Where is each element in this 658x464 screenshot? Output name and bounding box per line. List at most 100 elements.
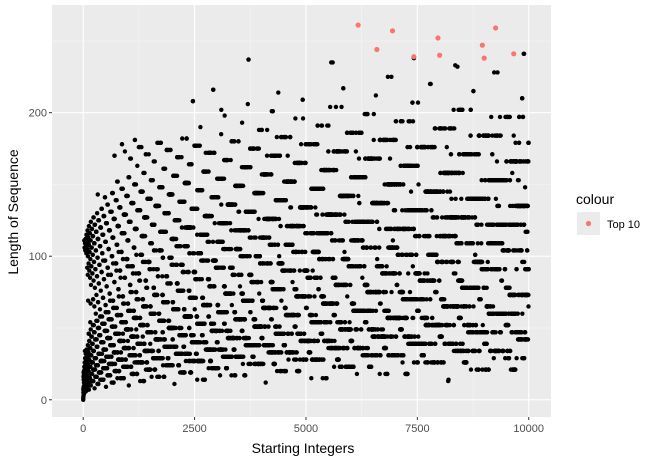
data-point bbox=[248, 361, 253, 367]
data-point bbox=[198, 251, 204, 256]
data-point bbox=[195, 377, 200, 382]
data-point bbox=[91, 259, 97, 265]
data-point bbox=[137, 278, 143, 283]
data-point bbox=[160, 355, 165, 361]
data-point bbox=[210, 239, 216, 245]
data-point bbox=[86, 368, 91, 374]
data-point bbox=[298, 142, 304, 147]
data-point bbox=[88, 219, 94, 224]
data-point bbox=[104, 365, 110, 371]
data-point bbox=[228, 157, 233, 163]
data-point bbox=[98, 370, 104, 375]
data-point bbox=[283, 368, 289, 374]
data-point bbox=[236, 209, 242, 214]
data-point bbox=[139, 144, 144, 150]
data-point bbox=[104, 284, 109, 289]
data-point bbox=[176, 363, 182, 368]
data-point bbox=[125, 256, 130, 262]
data-point bbox=[248, 165, 253, 170]
data-point bbox=[222, 113, 227, 118]
data-point bbox=[114, 305, 120, 311]
data-point bbox=[216, 365, 221, 371]
data-point bbox=[152, 367, 158, 372]
data-point bbox=[193, 295, 199, 301]
data-point bbox=[125, 301, 131, 306]
data-point bbox=[87, 268, 92, 273]
data-point bbox=[222, 321, 227, 326]
data-point bbox=[110, 298, 116, 303]
data-point bbox=[121, 338, 126, 344]
data-point bbox=[134, 226, 139, 232]
data-point bbox=[215, 302, 221, 308]
data-point bbox=[182, 307, 187, 312]
data-point bbox=[174, 173, 180, 179]
data-point bbox=[141, 322, 147, 328]
data-point bbox=[131, 308, 136, 313]
data-point bbox=[174, 344, 179, 349]
data-point bbox=[90, 271, 95, 276]
data-point bbox=[85, 298, 91, 303]
data-point bbox=[90, 233, 96, 239]
data-point bbox=[120, 186, 126, 191]
data-point bbox=[100, 251, 105, 256]
data-point bbox=[166, 318, 172, 324]
data-point bbox=[106, 310, 111, 315]
data-point bbox=[87, 275, 93, 280]
data-point bbox=[224, 365, 230, 371]
data-point bbox=[178, 243, 183, 249]
data-point bbox=[118, 205, 123, 210]
data-point bbox=[264, 127, 270, 133]
data-point bbox=[187, 351, 193, 357]
data-point bbox=[96, 281, 102, 286]
data-point bbox=[94, 337, 99, 342]
data-point bbox=[92, 330, 97, 335]
data-point bbox=[109, 317, 114, 322]
data-point bbox=[133, 353, 138, 358]
data-point bbox=[127, 175, 132, 180]
data-point bbox=[94, 210, 100, 216]
data-point bbox=[114, 268, 119, 273]
data-point bbox=[144, 360, 150, 365]
data-point bbox=[86, 242, 92, 247]
data-point bbox=[150, 177, 156, 183]
data-point bbox=[165, 299, 170, 305]
data-point bbox=[96, 236, 101, 242]
data-point bbox=[140, 189, 145, 194]
data-point bbox=[181, 344, 187, 349]
data-point bbox=[219, 328, 225, 334]
data-point bbox=[99, 269, 104, 275]
data-point bbox=[88, 320, 93, 325]
data-point bbox=[87, 249, 92, 255]
data-point bbox=[207, 302, 213, 308]
data-point bbox=[153, 330, 158, 335]
data-point bbox=[91, 322, 97, 328]
data-point bbox=[123, 212, 129, 217]
data-point bbox=[140, 334, 145, 339]
data-point bbox=[206, 169, 211, 174]
data-point bbox=[125, 338, 131, 344]
data-point bbox=[109, 254, 115, 259]
data-point bbox=[139, 252, 145, 257]
data-point bbox=[135, 334, 140, 339]
data-point bbox=[95, 255, 100, 260]
data-point bbox=[260, 335, 265, 341]
data-point bbox=[245, 101, 251, 107]
data-point bbox=[301, 223, 306, 229]
data-point bbox=[247, 254, 252, 259]
data-point bbox=[282, 343, 288, 348]
data-point bbox=[197, 143, 202, 148]
data-point bbox=[111, 235, 116, 240]
data-point bbox=[109, 209, 114, 214]
data-point bbox=[112, 216, 117, 222]
data-point bbox=[240, 183, 246, 189]
panel-background bbox=[52, 5, 551, 417]
data-point bbox=[286, 357, 291, 362]
data-point bbox=[122, 275, 128, 280]
data-point bbox=[143, 278, 149, 283]
data-point bbox=[142, 341, 147, 346]
data-point bbox=[296, 312, 301, 318]
data-point bbox=[156, 348, 161, 354]
data-point bbox=[100, 232, 106, 237]
data-point bbox=[264, 153, 270, 158]
data-point bbox=[136, 297, 141, 302]
